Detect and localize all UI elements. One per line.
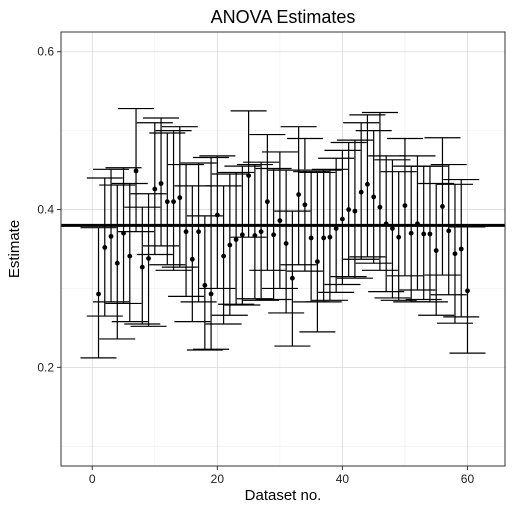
estimate-point — [252, 233, 258, 238]
estimate-point — [258, 229, 264, 235]
estimate-point — [452, 251, 458, 257]
estimate-point — [440, 203, 445, 209]
estimate-point — [183, 229, 189, 235]
estimate-point — [346, 207, 352, 212]
estimate-point — [164, 199, 170, 205]
estimate-point — [433, 248, 439, 253]
estimate-point — [264, 199, 270, 205]
x-axis-title: Dataset no. — [245, 487, 322, 504]
data-points — [96, 168, 470, 297]
estimate-point — [102, 245, 108, 250]
estimate-point — [352, 208, 358, 214]
estimate-point — [233, 237, 239, 242]
estimate-point — [465, 288, 470, 294]
estimate-point — [314, 259, 320, 265]
estimate-point — [365, 181, 370, 187]
estimate-point — [202, 282, 208, 288]
estimate-point — [239, 232, 245, 238]
estimate-point — [371, 194, 377, 200]
x-tick-label: 60 — [461, 472, 475, 486]
estimate-point — [114, 260, 120, 266]
estimate-point — [358, 189, 364, 195]
estimate-point — [277, 218, 283, 223]
error-bar — [193, 156, 230, 350]
x-tick-label: 20 — [211, 472, 225, 486]
estimate-point — [196, 229, 201, 235]
y-tick-label: 0.4 — [37, 203, 54, 217]
estimate-point — [283, 241, 289, 246]
estimate-point — [177, 195, 183, 201]
estimate-point — [127, 253, 133, 259]
estimate-point — [139, 264, 145, 270]
estimate-point — [121, 230, 126, 236]
estimate-point — [302, 202, 308, 208]
estimate-point — [271, 232, 277, 238]
estimate-point — [146, 256, 151, 261]
x-tick-label: 40 — [336, 472, 350, 486]
plot-panel-border — [60, 31, 506, 467]
y-tick-label: 0.2 — [37, 360, 54, 374]
estimate-point — [296, 192, 302, 197]
estimate-point — [446, 228, 452, 234]
axis-ticks: 0 20 40 60 0.2 0.4 0.6 — [37, 45, 474, 486]
estimate-point — [246, 173, 252, 179]
y-tick-label: 0.6 — [37, 45, 54, 59]
estimate-point — [189, 256, 195, 262]
estimate-point — [214, 212, 220, 218]
estimate-point — [96, 291, 101, 297]
estimate-point — [108, 233, 114, 239]
y-axis-title: Estimate — [6, 220, 23, 278]
estimate-point — [333, 226, 339, 231]
chart-title: ANOVA Estimates — [211, 7, 356, 27]
estimate-point — [227, 242, 233, 248]
estimate-point — [402, 203, 408, 209]
estimate-point — [458, 246, 464, 252]
estimate-point — [158, 181, 164, 186]
estimate-point — [408, 230, 414, 236]
estimate-point — [133, 168, 139, 174]
error-bars — [80, 107, 486, 359]
estimate-point — [171, 199, 176, 205]
estimate-point — [390, 226, 395, 231]
estimate-point — [208, 291, 214, 297]
estimate-point — [308, 235, 314, 241]
estimate-point — [340, 216, 345, 222]
estimate-point — [327, 234, 333, 240]
estimate-point — [377, 204, 383, 210]
estimate-point — [321, 235, 327, 241]
estimate-point — [421, 231, 427, 237]
estimate-point — [396, 234, 402, 240]
estimate-point — [427, 231, 433, 237]
estimate-point — [152, 186, 158, 192]
estimate-point — [289, 275, 295, 281]
estimate-point — [221, 253, 226, 259]
x-tick-label: 0 — [89, 472, 96, 486]
